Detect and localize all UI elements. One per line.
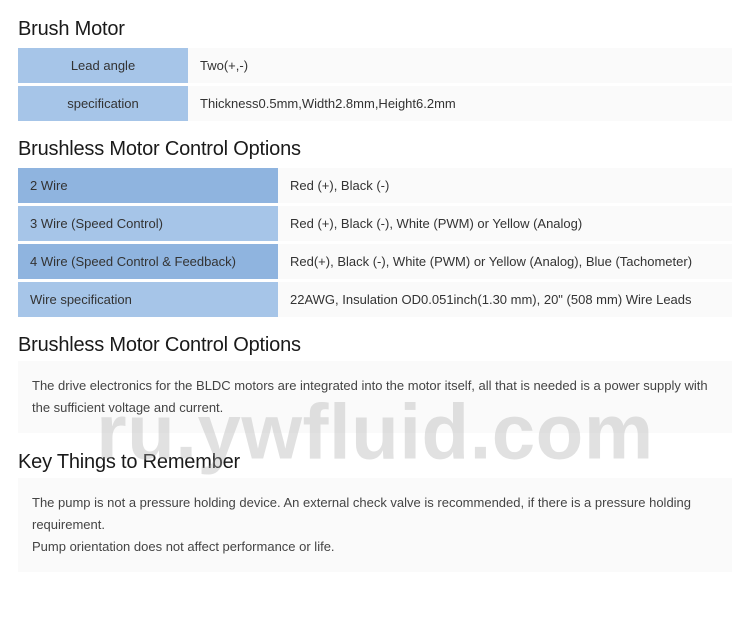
table-row: 4 Wire (Speed Control & Feedback) Red(+)…	[18, 244, 732, 279]
section4-body: The pump is not a pressure holding devic…	[18, 478, 732, 572]
table-row: Wire specification 22AWG, Insulation OD0…	[18, 282, 732, 317]
section1-title: Brush Motor	[18, 18, 732, 41]
section3-body: The drive electronics for the BLDC motor…	[18, 361, 732, 433]
row-label: 2 Wire	[18, 168, 278, 203]
table-row: Lead angle Two(+,-)	[18, 48, 732, 83]
brush-motor-table: Lead angle Two(+,-) specification Thickn…	[18, 45, 732, 124]
row-value: 22AWG, Insulation OD0.051inch(1.30 mm), …	[278, 282, 732, 317]
row-label: Wire specification	[18, 282, 278, 317]
section4-title: Key Things to Remember	[18, 451, 732, 474]
table-row: 2 Wire Red (+), Black (-)	[18, 168, 732, 203]
row-value: Red(+), Black (-), White (PWM) or Yellow…	[278, 244, 732, 279]
section3-title: Brushless Motor Control Options	[18, 334, 732, 357]
table-row: 3 Wire (Speed Control) Red (+), Black (-…	[18, 206, 732, 241]
section2-title: Brushless Motor Control Options	[18, 138, 732, 161]
row-value: Red (+), Black (-)	[278, 168, 732, 203]
row-label: 3 Wire (Speed Control)	[18, 206, 278, 241]
row-label: Lead angle	[18, 48, 188, 83]
table-row: specification Thickness0.5mm,Width2.8mm,…	[18, 86, 732, 121]
row-value: Thickness0.5mm,Width2.8mm,Height6.2mm	[188, 86, 732, 121]
brushless-options-table: 2 Wire Red (+), Black (-) 3 Wire (Speed …	[18, 165, 732, 320]
section4-line1: The pump is not a pressure holding devic…	[32, 495, 691, 532]
section4-line2: Pump orientation does not affect perform…	[32, 539, 335, 554]
row-label: specification	[18, 86, 188, 121]
row-value: Red (+), Black (-), White (PWM) or Yello…	[278, 206, 732, 241]
row-label: 4 Wire (Speed Control & Feedback)	[18, 244, 278, 279]
row-value: Two(+,-)	[188, 48, 732, 83]
